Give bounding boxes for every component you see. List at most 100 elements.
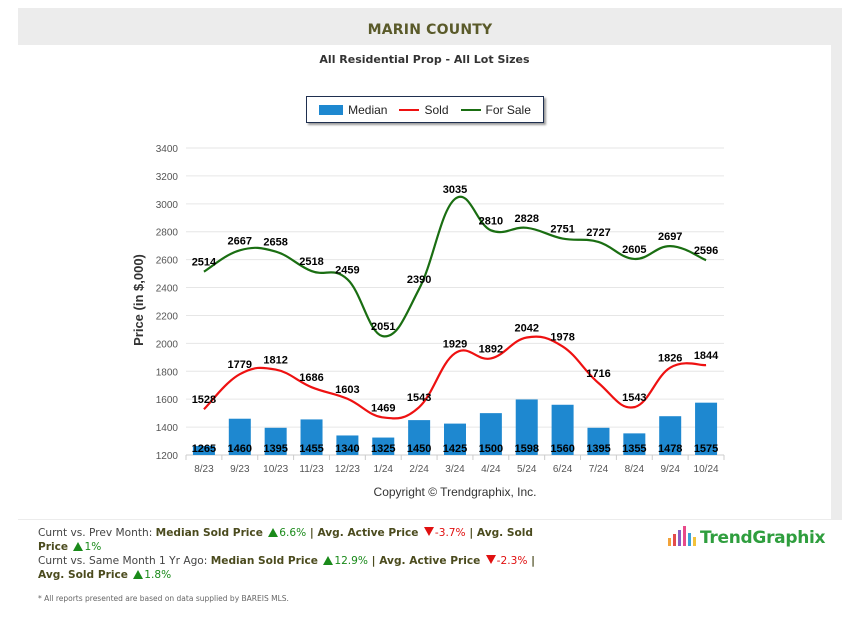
median-bar: [264, 427, 287, 455]
y-tick-label: 1800: [156, 367, 179, 378]
median-data-label: 1340: [335, 443, 359, 455]
median-bar: [587, 427, 610, 455]
chart-legend: Median Sold For Sale: [306, 96, 544, 123]
median-data-label: 1460: [228, 443, 252, 455]
legend-item-sold[interactable]: Sold: [399, 102, 449, 117]
median-data-label: 1425: [443, 443, 467, 455]
arrow-down-icon: [485, 555, 496, 564]
stats-line-prev-month: Curnt vs. Prev Month: Median Sold Price …: [38, 526, 558, 554]
chart-subtitle: All Residential Prop - All Lot Sizes: [319, 53, 530, 66]
trendgraphix-logo[interactable]: TrendGraphix: [668, 526, 825, 548]
x-tick-label: 8/24: [625, 464, 645, 475]
sold-data-label: 1844: [694, 350, 719, 362]
arrow-up-icon: [323, 556, 334, 565]
for-sale-data-label: 2459: [335, 264, 359, 276]
x-tick-label: 6/24: [553, 464, 573, 475]
legend-item-for-sale[interactable]: For Sale: [460, 102, 531, 117]
median-data-label: 1575: [694, 443, 718, 455]
median-data-label: 1395: [263, 443, 287, 455]
separator: |: [367, 555, 380, 567]
legend-swatch-median: [319, 104, 344, 115]
median-data-label: 1395: [586, 443, 610, 455]
stat-label: Avg. Active Price: [379, 555, 481, 567]
stats-line-year-ago: Curnt vs. Same Month 1 Yr Ago: Median So…: [38, 554, 558, 582]
median-data-label: 1355: [622, 443, 646, 455]
legend-label-sold: Sold: [424, 102, 449, 117]
median-bar: [444, 423, 466, 455]
for-sale-data-label: 2751: [550, 224, 574, 236]
median-data-label: 1500: [479, 443, 503, 455]
median-bar: [695, 402, 718, 455]
sold-data-label: 1543: [407, 392, 431, 404]
stat-value: -2.3%: [496, 555, 528, 567]
y-tick-label: 3000: [156, 200, 179, 211]
stat-value: 1%: [84, 541, 102, 553]
median-data-label: 1325: [371, 443, 395, 455]
sold-data-label: 2042: [514, 323, 538, 335]
legend-label-for-sale: For Sale: [485, 102, 531, 117]
x-tick-label: 2/24: [409, 464, 429, 475]
x-tick-label: 4/24: [481, 464, 501, 475]
sold-data-label: 1779: [228, 359, 252, 371]
for-sale-line: [203, 195, 707, 338]
x-tick-label: 12/23: [335, 464, 360, 475]
series-lines: [203, 195, 707, 420]
median-bar: [515, 399, 538, 455]
sold-data-label: 1892: [479, 343, 503, 355]
for-sale-data-label: 2051: [371, 321, 395, 333]
y-tick-label: 1400: [156, 423, 179, 434]
y-axis-label: Price (in $,000): [131, 254, 146, 346]
sold-line: [203, 335, 707, 420]
median-bar: [551, 404, 574, 455]
separator: |: [465, 527, 477, 539]
sold-data-label: 1528: [192, 394, 216, 406]
x-tick-label: 8/23: [194, 464, 214, 475]
x-tick-label: 5/24: [517, 464, 537, 475]
median-bar: [192, 445, 215, 455]
y-tick-label: 2200: [156, 311, 179, 322]
median-bar: [228, 418, 251, 455]
x-tick-label: 9/24: [660, 464, 680, 475]
median-bar: [408, 420, 431, 455]
median-bar: [659, 416, 682, 455]
median-bar: [372, 437, 395, 455]
arrow-up-icon: [73, 542, 84, 551]
stat-label: Avg. Sold Price: [38, 527, 534, 553]
y-tick-label: 3200: [156, 172, 179, 183]
for-sale-data-label: 2518: [299, 256, 323, 268]
separator: |: [527, 555, 535, 567]
legend-label-median: Median: [348, 102, 388, 117]
stat-label: Median Sold Price: [210, 555, 318, 567]
copyright-text: Copyright © Trendgraphix, Inc.: [374, 485, 537, 499]
for-sale-data-label: 2727: [586, 227, 610, 239]
for-sale-data-label: 2667: [228, 235, 252, 247]
x-axis: 8/23 9/23 10/23 11/23 12/23 1/24 2/24 3/24 4/24 5…: [185, 454, 725, 475]
separator: |: [306, 527, 318, 539]
stat-value: -3.7%: [434, 527, 466, 539]
bar-chart-logo-icon: [668, 526, 696, 546]
y-tick-label: 1200: [156, 451, 179, 462]
x-tick-label: 11/23: [299, 464, 324, 475]
stat-value: 1.8%: [144, 569, 172, 581]
y-tick-label: 2000: [156, 339, 179, 350]
x-tick-label: 10/24: [694, 464, 719, 475]
stat-value: 12.9%: [334, 555, 368, 567]
legend-item-median[interactable]: Median: [319, 103, 387, 117]
median-bar: [479, 413, 502, 455]
sold-data-label: 1826: [658, 353, 682, 365]
median-data-label: 1450: [407, 443, 431, 455]
for-sale-data-label: 2514: [192, 257, 217, 269]
median-bar: [300, 419, 323, 455]
stats-prefix-year-ago: Curnt vs. Same Month 1 Yr Ago:: [38, 555, 211, 567]
stats-prefix-prev-month: Curnt vs. Prev Month:: [38, 527, 156, 539]
stats-summary: Curnt vs. Prev Month: Median Sold Price …: [38, 526, 558, 582]
for-sale-data-label: 2810: [479, 215, 503, 227]
footnote: * All reports presented are based on dat…: [38, 594, 289, 603]
median-bar: [623, 433, 646, 455]
arrow-up-icon: [133, 570, 144, 579]
sold-data-label: 1686: [299, 372, 323, 384]
median-data-label: 1455: [299, 443, 323, 455]
sold-data-label: 1978: [550, 331, 574, 343]
page-title: MARIN COUNTY: [367, 22, 493, 38]
y-axis-ticks: 1200 1400 1600 1800 2000 2200 2400 2600 2800 3000…: [156, 144, 179, 462]
